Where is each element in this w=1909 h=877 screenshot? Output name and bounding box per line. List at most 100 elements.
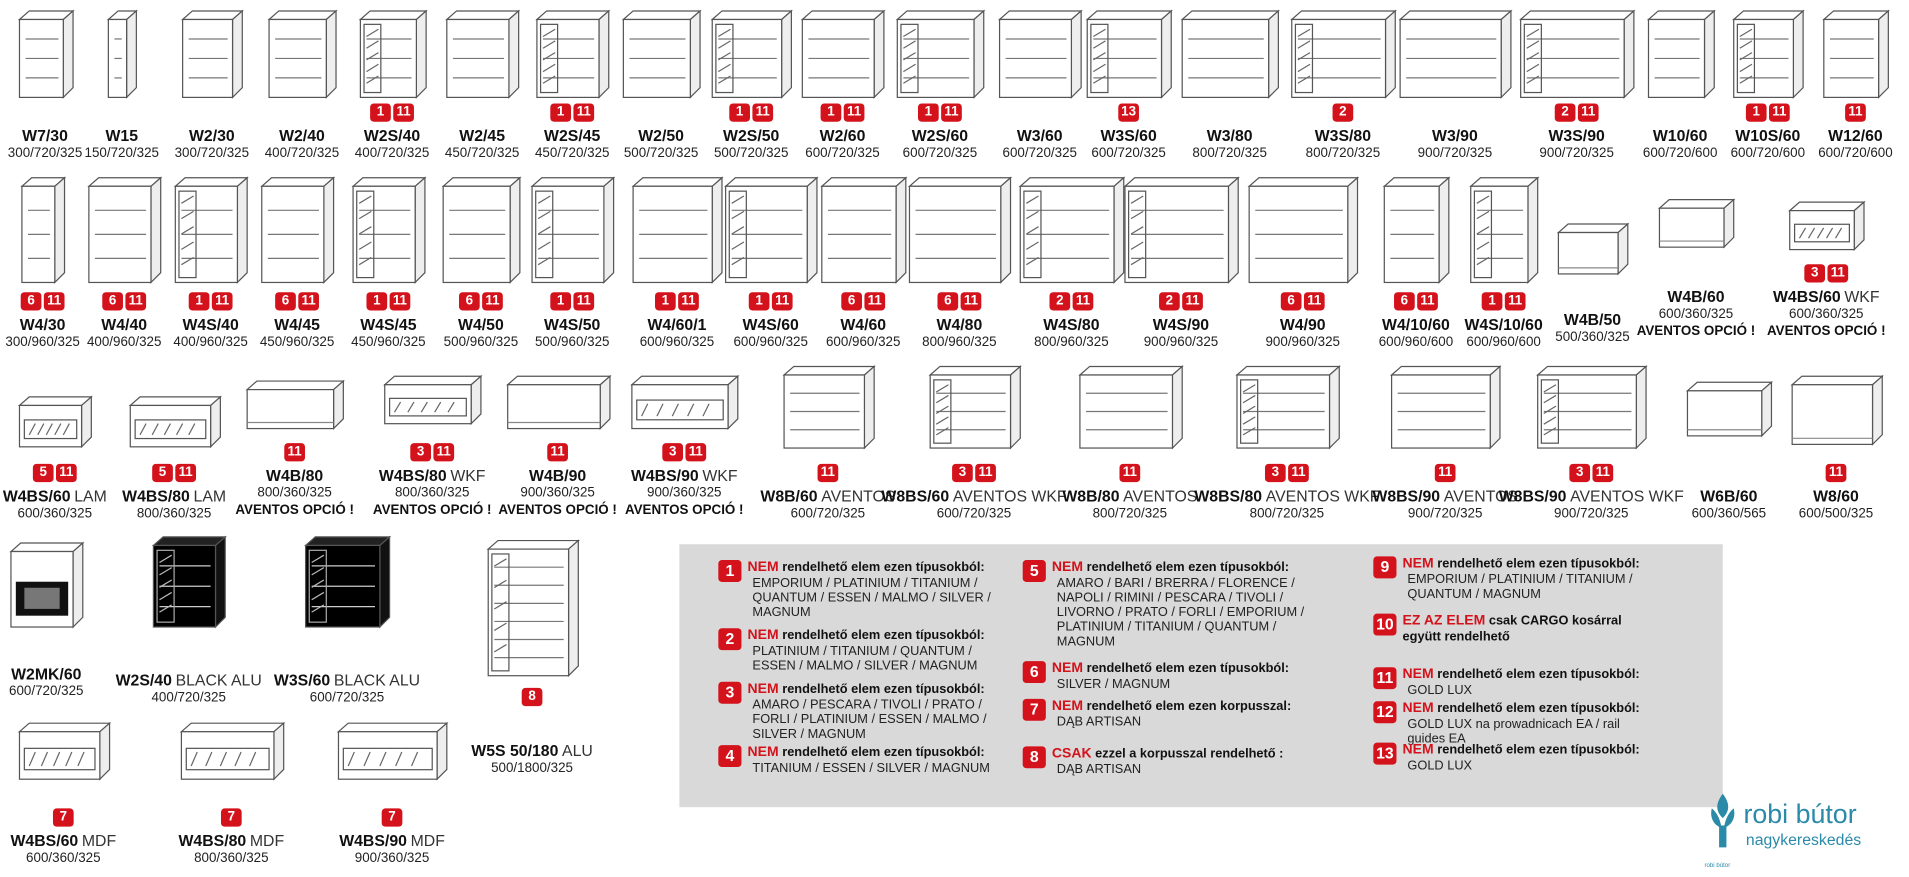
- badge: 1: [655, 292, 676, 311]
- cabinet-drawing: [485, 539, 580, 678]
- item-suffix: MDF: [410, 831, 445, 850]
- item-dims: 900/960/325: [1143, 334, 1219, 350]
- item-code: W4S/40: [182, 315, 239, 334]
- item-label: W2S/45 450/720/325: [535, 127, 609, 162]
- badge: 6: [458, 292, 480, 311]
- legend-number: 11: [1373, 667, 1397, 690]
- legend-number: 5: [1022, 560, 1046, 582]
- badge-row: 5 11: [152, 463, 197, 483]
- badge: 6: [102, 292, 123, 311]
- badge: 11: [284, 443, 305, 462]
- cabinet-drawing: [336, 721, 449, 781]
- item-code-line: W2/45: [445, 127, 519, 145]
- legend-number: 8: [1022, 746, 1046, 769]
- item-dims: 450/960/325: [351, 334, 426, 350]
- item-code-line: W2/40: [265, 127, 339, 145]
- legend-entry: 3 NEM rendelhető elem ezen típusokból: AMA…: [718, 681, 1004, 742]
- item-label: W8BS/80 AVENTOS WKF 800/720/325: [1194, 487, 1379, 522]
- item-code-line: W4S/60: [733, 315, 807, 333]
- item-code: W2/30: [188, 126, 235, 145]
- item-label: W3/90 900/720/325: [1418, 127, 1492, 162]
- badge: 11: [125, 292, 147, 311]
- item-dims: 800/960/325: [1034, 334, 1109, 350]
- badge: 7: [381, 808, 403, 827]
- badge-row: 7: [52, 808, 74, 827]
- legend-number: 6: [1022, 661, 1046, 684]
- badge: 11: [864, 292, 886, 311]
- legend-detail: DĄB ARTISAN: [1056, 762, 1142, 777]
- item-code-line: W3S/60: [1091, 127, 1165, 145]
- item-code: W4BS/90: [339, 831, 407, 850]
- item-suffix: ALU: [562, 741, 593, 760]
- item-dims: 800/360/325: [394, 485, 470, 501]
- badge: 11: [1417, 292, 1438, 311]
- badge-row: 3 11: [1569, 463, 1614, 483]
- cabinet-drawing: [128, 395, 222, 449]
- item-code-line: W4/10/60: [1379, 315, 1453, 333]
- item-code-line: W8B/60 AVENTOS: [760, 487, 895, 505]
- cabinet-drawing: [800, 9, 886, 99]
- item-code: W4/10/60: [1382, 315, 1450, 334]
- badge-row: 11: [1825, 463, 1847, 483]
- legend-number: 1: [718, 560, 742, 582]
- badge: 8: [521, 687, 543, 707]
- legend-highlight: NEM: [747, 560, 779, 575]
- item-code-line: W2S/40: [355, 127, 429, 145]
- cabinet-drawing: [260, 176, 336, 284]
- legend-highlight: NEM: [747, 628, 779, 643]
- cabinet-drawing: [1018, 176, 1126, 284]
- badge: 2: [1159, 292, 1180, 311]
- badge: 3: [1804, 264, 1826, 283]
- legend-highlight: CSAK: [1051, 746, 1092, 761]
- badge: 11: [1769, 103, 1790, 122]
- badge: 11: [1288, 463, 1309, 483]
- cabinet-drawing: [1247, 176, 1360, 284]
- legend-highlight: NEM: [1051, 661, 1084, 676]
- legend-entry: 5 NEM rendelhető elem ezen típusokból: AMA…: [1022, 560, 1309, 649]
- item-code-line: W4/40: [87, 315, 161, 333]
- badge: 11: [56, 463, 77, 483]
- item-code: W8B/80: [1062, 487, 1120, 506]
- item-label: W8/60 600/500/325: [1799, 487, 1873, 522]
- legend-number: 2: [718, 628, 742, 651]
- item-code: W4/40: [101, 315, 148, 334]
- badge: 1: [1745, 103, 1767, 122]
- item-dims: 600/360/325: [26, 851, 101, 866]
- item-label: W4S/45 450/960/325: [351, 315, 425, 350]
- item-label: W3S/60 600/720/325: [1091, 127, 1165, 162]
- item-code-line: W2/30: [175, 127, 249, 145]
- item-label: W3S/90 900/720/325: [1539, 127, 1613, 162]
- legend-highlight: NEM: [1402, 556, 1434, 572]
- item-code-line: W4/30: [5, 315, 79, 333]
- item-label: W2MK/60 600/720/325: [9, 665, 83, 700]
- item-dims: 600/720/325: [1002, 146, 1077, 161]
- legend-heading: NEM rendelhető elem ezen típusokból:: [748, 745, 1005, 761]
- item-code-line: W15: [85, 127, 159, 145]
- item-code-line: W4BS/90 WKF: [625, 466, 744, 484]
- item-code: W2S/45: [544, 126, 601, 145]
- legend-detail: AMARO / PESCARA / TIVOLI / PRATO / FORLI…: [752, 697, 987, 742]
- item-label: W4S/10/60 600/960/600: [1464, 315, 1542, 350]
- item-code-line: W4BS/90 MDF: [339, 832, 445, 850]
- badge: 11: [1182, 292, 1203, 311]
- badge-row: 3 11: [1804, 264, 1849, 283]
- badge: 11: [752, 103, 774, 122]
- item-dims: 600/720/325: [9, 684, 84, 699]
- item-code-line: W2/60: [805, 127, 879, 145]
- item-dims: 400/720/325: [264, 146, 340, 161]
- item-code: W8B/60: [760, 487, 818, 506]
- badge-row: 5 11: [32, 463, 77, 483]
- badge-row: 6 11: [1394, 292, 1438, 311]
- badge-row: 11: [817, 463, 839, 483]
- legend-detail: SILVER / MAGNUM: [1056, 676, 1171, 692]
- cabinet-drawing: [1180, 9, 1280, 99]
- item-code-line: W4BS/80 LAM: [122, 487, 226, 505]
- item-code-line: W4S/90: [1144, 315, 1218, 333]
- cabinet-drawing: [820, 176, 908, 284]
- item-dims: 600/720/325: [790, 506, 866, 522]
- item-label: W3/60 600/720/325: [1003, 127, 1077, 162]
- badge: 1: [1481, 292, 1503, 311]
- legend-number: 9: [1373, 556, 1397, 579]
- item-dims: 800/720/325: [1305, 146, 1381, 161]
